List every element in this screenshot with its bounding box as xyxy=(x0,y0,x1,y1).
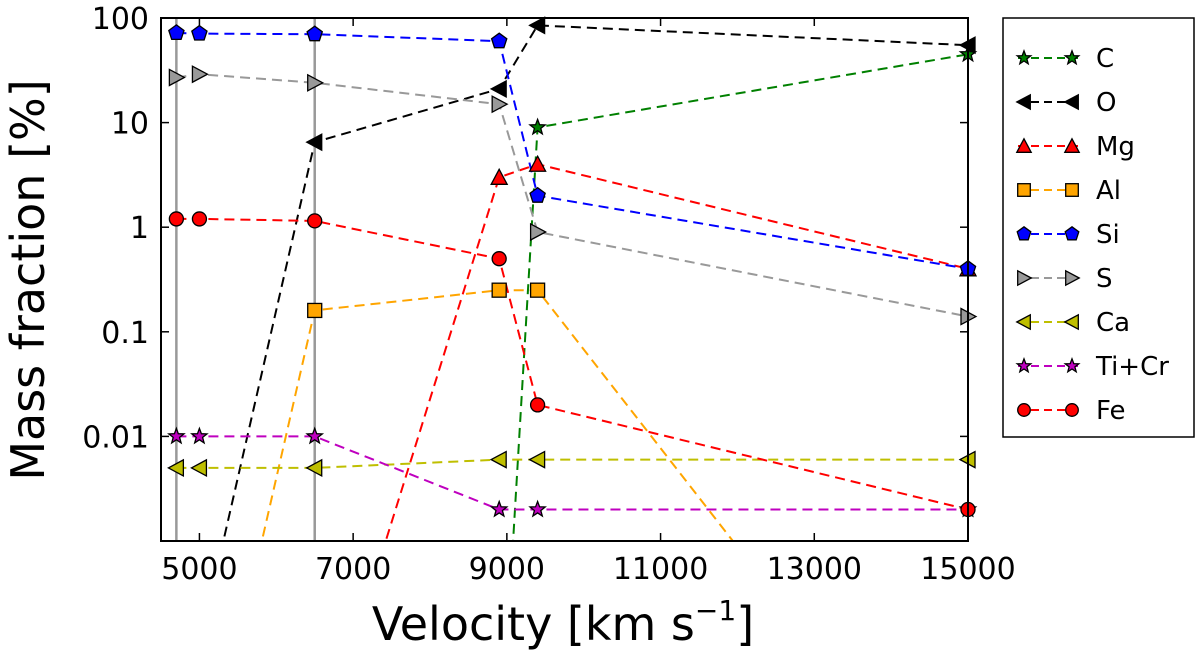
legend-item-o: O xyxy=(1015,88,1116,118)
legend-frame xyxy=(1002,17,1195,438)
legend-label-fe: Fe xyxy=(1096,396,1126,426)
x-tick-label-13000: 13000 xyxy=(767,552,862,587)
point-s-0 xyxy=(168,68,186,87)
point-si-3 xyxy=(490,32,508,49)
point-o-1 xyxy=(305,133,323,152)
legend-label-mg: Mg xyxy=(1096,132,1135,162)
point-ti-cr-2 xyxy=(305,426,325,445)
x-axis-label: Velocity [km s−1] xyxy=(372,594,754,651)
y-tick-label-2: 1 xyxy=(130,211,149,246)
legend-marker-c-start xyxy=(1015,48,1033,66)
point-ti-cr-4 xyxy=(528,499,547,518)
point-s-1 xyxy=(191,65,209,84)
point-o-2 xyxy=(489,79,507,98)
point-si-1 xyxy=(191,24,208,41)
point-ca-0 xyxy=(166,458,185,477)
point-al-2 xyxy=(491,282,507,298)
point-fe-0 xyxy=(168,211,185,227)
point-ca-1 xyxy=(190,458,208,477)
point-mg-2 xyxy=(528,154,547,172)
point-si-2 xyxy=(306,25,324,42)
point-c-1 xyxy=(528,117,547,136)
point-fe-2 xyxy=(307,213,323,229)
legend-marker-ti-cr-start xyxy=(1015,356,1033,374)
legend-label-si: Si xyxy=(1096,220,1120,250)
point-ti-cr-0 xyxy=(167,426,186,445)
legend-label-s: S xyxy=(1096,264,1113,294)
point-mg-1 xyxy=(490,167,509,185)
legend-marker-o-start xyxy=(1015,93,1031,111)
legend-marker-ca-start xyxy=(1015,313,1031,331)
plot-frame xyxy=(160,17,969,542)
legend-label-ca: Ca xyxy=(1096,308,1130,338)
y-tick-label-4: 100 xyxy=(92,2,149,37)
legend-marker-ca-end xyxy=(1063,313,1079,331)
legend-marker-mg-end xyxy=(1063,137,1081,153)
y-tick-label-3: 10 xyxy=(111,107,149,142)
legend-label-ti-cr: Ti+Cr xyxy=(1095,352,1169,382)
point-s-2 xyxy=(307,73,325,92)
legend-item-s: S xyxy=(1017,264,1113,294)
legend-item-c: C xyxy=(1015,44,1114,74)
point-o-3 xyxy=(528,16,546,35)
legend-marker-si-end xyxy=(1064,225,1080,241)
y-axis-label: Mass fraction [%] xyxy=(1,79,55,480)
point-ca-3 xyxy=(489,450,507,469)
point-al-3 xyxy=(529,282,546,298)
x-tick-label-9000: 9000 xyxy=(469,552,545,587)
point-fe-4 xyxy=(529,397,546,413)
legend-marker-mg-start xyxy=(1015,137,1033,153)
legend-marker-al-start xyxy=(1017,183,1031,197)
x-tick-label-15000: 15000 xyxy=(920,552,1015,587)
legend-item-ca: Ca xyxy=(1015,308,1130,338)
point-ti-cr-1 xyxy=(190,426,209,445)
legend-label-c: C xyxy=(1096,44,1114,74)
legend-item-ti-cr: Ti+Cr xyxy=(1015,352,1169,382)
axis-ticks: 5000 7000 9000 11000 13000 15000 0.01 0.1 1 10 100 xyxy=(82,2,1016,587)
point-fe-1 xyxy=(191,211,208,227)
point-s-3 xyxy=(491,95,509,114)
legend-label-al: Al xyxy=(1096,176,1121,206)
x-tick-label-7000: 7000 xyxy=(315,552,391,587)
point-al-1 xyxy=(307,302,323,319)
legend-marker-s-start xyxy=(1017,269,1033,287)
legend-label-o: O xyxy=(1096,88,1116,118)
legend-item-fe: Fe xyxy=(1017,396,1126,426)
point-si-4 xyxy=(529,186,546,203)
legend-marker-ti-cr-end xyxy=(1063,356,1081,374)
point-fe-3 xyxy=(491,251,507,267)
x-tick-label-11000: 11000 xyxy=(613,552,708,587)
legend-item-mg: Mg xyxy=(1015,132,1135,162)
point-ca-4 xyxy=(528,450,546,469)
reference-lines xyxy=(175,18,316,541)
legend-marker-fe-start xyxy=(1017,403,1031,417)
y-tick-label-1: 0.1 xyxy=(101,316,149,351)
point-si-0 xyxy=(168,24,185,41)
legend-item-al: Al xyxy=(1017,176,1121,206)
legend-marker-al-end xyxy=(1065,183,1079,197)
legend-marker-o-end xyxy=(1063,93,1079,111)
legend-marker-s-end xyxy=(1065,269,1081,287)
x-tick-label-5000: 5000 xyxy=(161,552,237,587)
point-ca-2 xyxy=(305,458,323,477)
legend-marker-si-start xyxy=(1016,225,1032,241)
point-ti-cr-3 xyxy=(489,499,509,518)
legend-marker-fe-end xyxy=(1065,403,1079,417)
legend-item-si: Si xyxy=(1016,220,1120,250)
legend-marker-c-end xyxy=(1063,48,1081,66)
point-s-4 xyxy=(529,222,547,242)
legend: CO Mg Al Si S Ca Ti+Cr Fe xyxy=(1002,17,1195,438)
y-tick-label-0: 0.01 xyxy=(82,420,149,455)
series-line-mg xyxy=(384,163,968,541)
